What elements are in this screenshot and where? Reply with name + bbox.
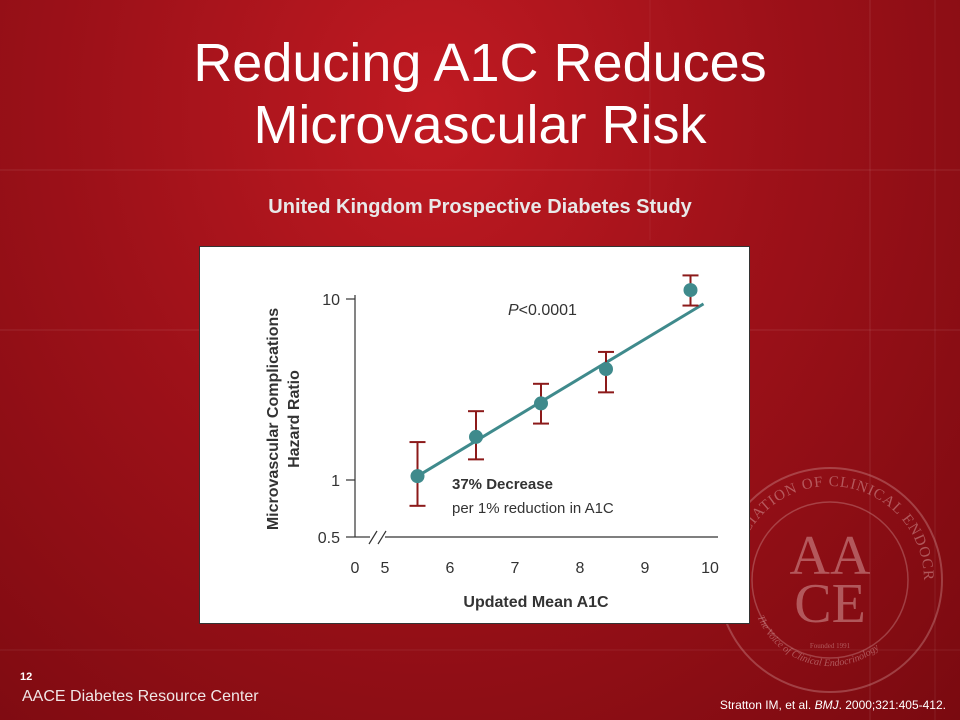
data-point [683, 283, 698, 298]
seal-monogram-bottom: CE [794, 573, 866, 635]
trend-line [416, 302, 705, 478]
x-tick-label: 8 [576, 560, 585, 577]
citation-journal: BMJ [814, 698, 839, 712]
slide-title: Reducing A1C Reduces Microvascular Risk [0, 32, 960, 156]
x-tick-label: 5 [381, 560, 390, 577]
p-value-text: <0.0001 [519, 302, 577, 319]
citation-details: . 2000;321:405-412. [838, 698, 946, 712]
seal-monogram-top: AA [790, 525, 871, 587]
y-axis-label-line-2: Hazard Ratio [286, 370, 303, 468]
axis-break-mark-1 [368, 530, 378, 545]
x-tick-label: 0 [351, 560, 360, 577]
data-point [599, 362, 613, 377]
x-tick-label: 9 [641, 560, 650, 577]
footer-brand: AACE Diabetes Resource Center [22, 688, 259, 705]
hazard-ratio-chart: Microvascular Complications Hazard Ratio… [265, 274, 719, 611]
y-tick-label: 1 [331, 473, 340, 490]
p-value-prefix: P [508, 302, 519, 319]
svg-text:The Voice of Clinical Endocrin: The Voice of Clinical Endocrinology [755, 613, 882, 669]
axis-break-mark-2 [377, 530, 387, 545]
y-tick-label: 0.5 [318, 530, 340, 547]
seal-founded: Founded 1991 [810, 642, 851, 650]
x-tick-label: 6 [446, 560, 455, 577]
chart-panel: Microvascular Complications Hazard Ratio… [199, 246, 750, 624]
data-point [410, 469, 425, 484]
slide-number: 12 [20, 671, 33, 683]
y-axis-label-line-1: Microvascular Complications [265, 308, 282, 530]
p-value-annotation: P<0.0001 [508, 302, 577, 319]
y-tick-label: 10 [322, 292, 340, 309]
data-point [469, 429, 483, 444]
decrease-annotation: 37% Decrease [452, 476, 553, 493]
citation: Stratton IM, et al. BMJ. 2000;321:405-41… [720, 698, 946, 712]
x-tick-label: 10 [701, 560, 719, 577]
decrease-annotation-detail: per 1% reduction in A1C [452, 500, 614, 517]
title-line-2: Microvascular Risk [253, 95, 707, 155]
slide-subtitle: United Kingdom Prospective Diabetes Stud… [268, 196, 692, 218]
citation-authors: Stratton IM, et al. [719, 698, 815, 712]
data-point [534, 396, 548, 411]
x-axis-label: Updated Mean A1C [463, 594, 609, 611]
seal-ring-tagline: The Voice of Clinical Endocrinology [755, 613, 882, 669]
x-tick-label: 7 [511, 560, 520, 577]
title-line-1: Reducing A1C Reduces [193, 33, 767, 93]
